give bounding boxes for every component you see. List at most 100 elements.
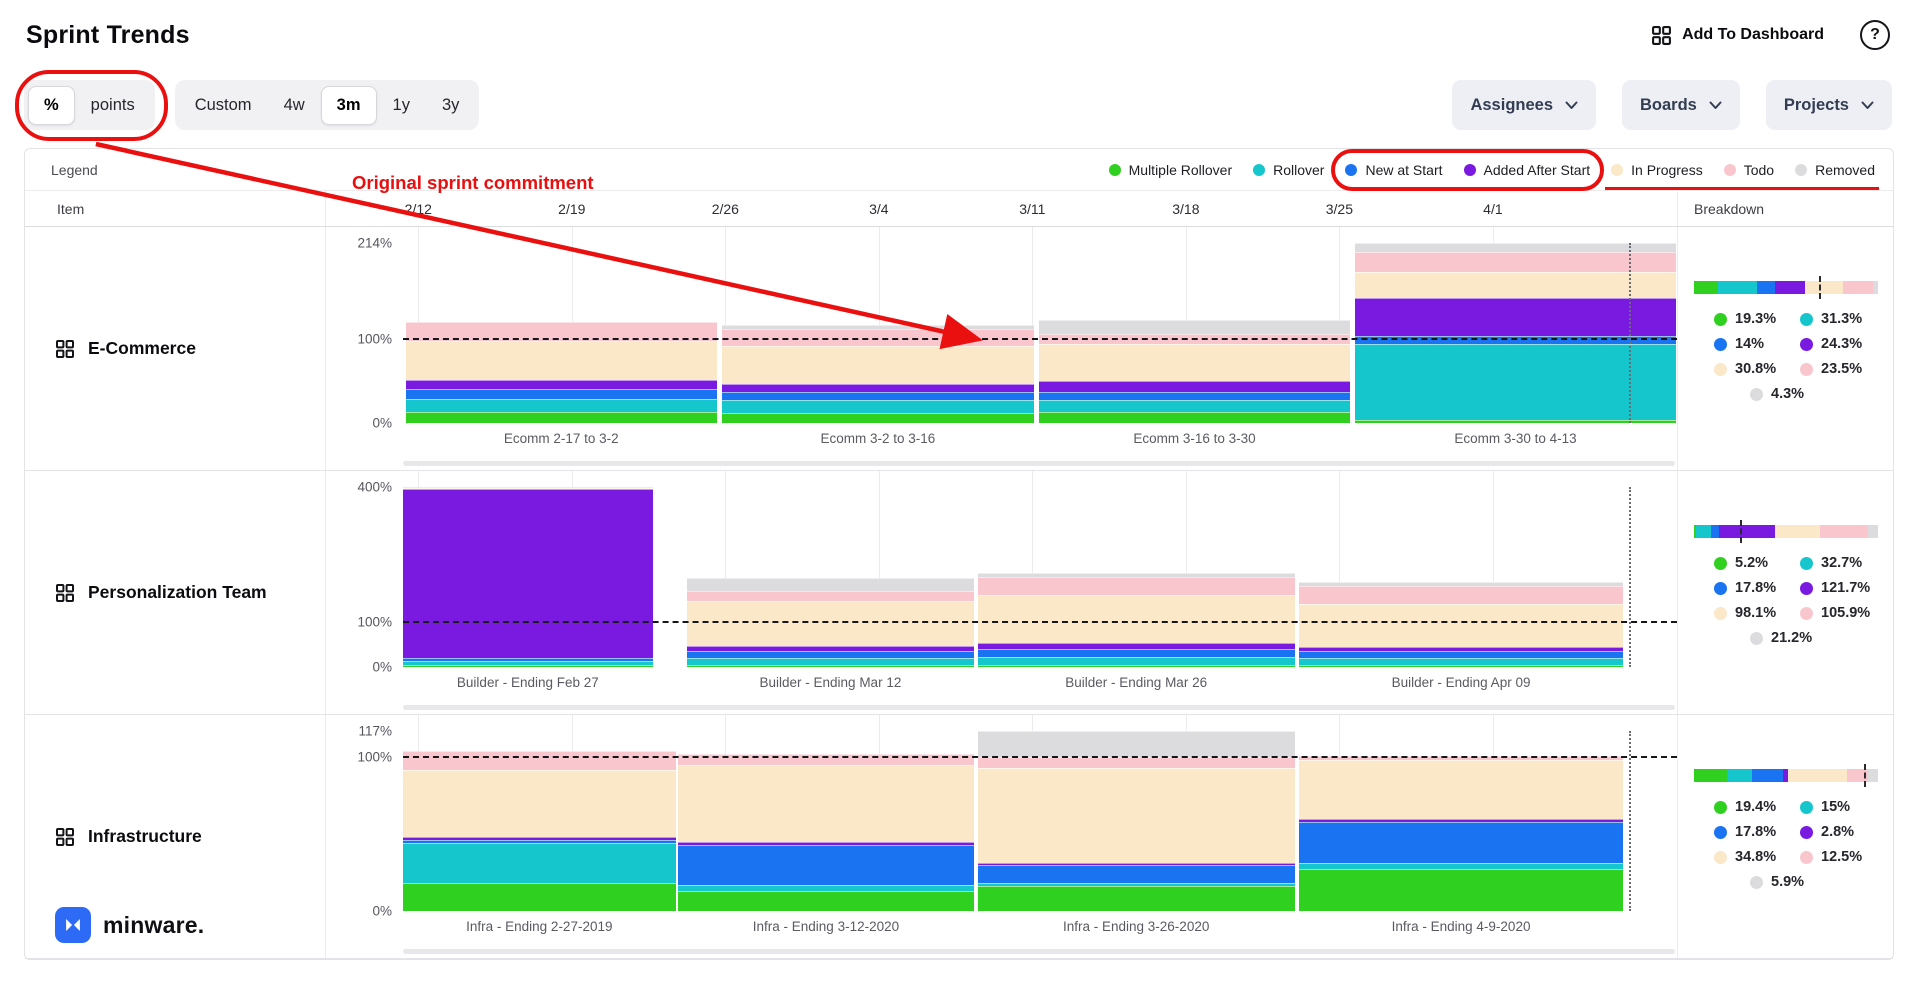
scrollbar-track[interactable] [403, 461, 1675, 466]
bar-segment-in_progress[interactable] [1038, 343, 1351, 381]
legend-item-removed[interactable]: Removed [1795, 162, 1875, 178]
bar-segment-multiple_rollover[interactable] [405, 412, 718, 423]
legend-item-new_at_start[interactable]: New at Start [1345, 162, 1443, 178]
bar-segment-multiple_rollover[interactable] [403, 883, 676, 911]
bar-segment-todo[interactable] [977, 577, 1295, 595]
legend-item-rollover[interactable]: Rollover [1253, 162, 1324, 178]
bar-segment-new_at_start[interactable] [1298, 651, 1624, 658]
bar-segment-added_after_start[interactable] [403, 488, 653, 659]
bar-segment-todo[interactable] [1298, 585, 1624, 604]
bar-segment-rollover[interactable] [1298, 658, 1624, 665]
legend-item-multiple_rollover[interactable]: Multiple Rollover [1108, 162, 1232, 178]
bar-segment-added_after_start[interactable] [678, 841, 974, 845]
bar-segment-removed[interactable] [1298, 581, 1624, 586]
bar-segment-in_progress[interactable] [403, 487, 653, 489]
bar-segment-multiple_rollover[interactable] [687, 665, 974, 667]
bar-segment-new_at_start[interactable] [678, 844, 974, 885]
bar-segment-in_progress[interactable] [1298, 603, 1624, 647]
bar-segment-new_at_start[interactable] [405, 389, 718, 399]
bar-segment-added_after_start[interactable] [687, 646, 974, 651]
bar-segment-multiple_rollover[interactable] [678, 891, 974, 911]
bar-segment-new_at_start[interactable] [722, 391, 1034, 401]
bar-segment-rollover[interactable] [722, 400, 1034, 413]
bar-segment-removed[interactable] [1355, 243, 1676, 253]
scrollbar-track[interactable] [403, 705, 1675, 710]
bar-segment-rollover[interactable] [403, 660, 653, 666]
item-ecommerce[interactable]: E-Commerce [25, 227, 325, 470]
bar-segment-todo[interactable] [977, 757, 1295, 768]
bar-segment-new_at_start[interactable] [403, 658, 653, 661]
bar-segment-removed[interactable] [1038, 320, 1351, 334]
bar-segment-new_at_start[interactable] [1355, 336, 1676, 344]
bar-segment-multiple_rollover[interactable] [1298, 869, 1624, 911]
bar-segment-todo[interactable] [403, 487, 653, 488]
bar-segment-rollover[interactable] [678, 884, 974, 891]
bar-segment-todo[interactable] [687, 590, 974, 602]
bar-segment-added_after_start[interactable] [1298, 646, 1624, 652]
item-infrastructure[interactable]: Infrastructure [25, 715, 325, 958]
range-option-3[interactable]: 1y [377, 86, 426, 125]
range-option-0[interactable]: Custom [179, 86, 268, 125]
add-to-dashboard-button[interactable]: Add To Dashboard [1651, 25, 1824, 46]
legend-item-todo[interactable]: Todo [1723, 162, 1774, 178]
item-personalization-team[interactable]: Personalization Team [25, 471, 325, 714]
bar-segment-rollover[interactable] [1038, 400, 1351, 413]
bar-segment-rollover[interactable] [1298, 863, 1624, 870]
bar-segment-multiple_rollover[interactable] [977, 886, 1295, 911]
bar-segment-removed[interactable] [977, 731, 1295, 758]
bar-segment-added_after_start[interactable] [977, 863, 1295, 865]
bar-segment-new_at_start[interactable] [1038, 391, 1351, 401]
scrollbar-track[interactable] [403, 949, 1675, 954]
bar-segment-todo[interactable] [403, 751, 676, 770]
bar-segment-added_after_start[interactable] [405, 380, 718, 390]
bar-segment-added_after_start[interactable] [1298, 818, 1624, 822]
bar-segment-new_at_start[interactable] [977, 864, 1295, 884]
bar-segment-in_progress[interactable] [678, 764, 974, 842]
help-button[interactable]: ? [1860, 20, 1890, 50]
bar-segment-multiple_rollover[interactable] [1355, 419, 1676, 423]
bar-segment-in_progress[interactable] [1298, 760, 1624, 819]
bar-segment-rollover[interactable] [687, 658, 974, 666]
filter-assignees[interactable]: Assignees [1452, 80, 1597, 130]
bar-segment-multiple_rollover[interactable] [403, 665, 653, 667]
bar-segment-rollover[interactable] [405, 398, 718, 413]
bar-segment-multiple_rollover[interactable] [1298, 664, 1624, 667]
range-option-2[interactable]: 3m [320, 85, 377, 125]
bar-segment-added_after_start[interactable] [722, 384, 1034, 392]
bar-segment-removed[interactable] [687, 578, 974, 591]
bar-segment-in_progress[interactable] [722, 345, 1034, 385]
range-option-4[interactable]: 3y [426, 86, 475, 125]
legend-item-added_after_start[interactable]: Added After Start [1463, 162, 1590, 178]
bar-segment-in_progress[interactable] [1355, 272, 1676, 298]
filter-projects[interactable]: Projects [1765, 80, 1892, 130]
bar-segment-multiple_rollover[interactable] [1038, 412, 1351, 423]
bar-segment-new_at_start[interactable] [1298, 821, 1624, 864]
bar-segment-in_progress[interactable] [977, 594, 1295, 644]
bar-segment-new_at_start[interactable] [687, 650, 974, 659]
breakdown-stat-rollover: 31.3% [1800, 311, 1879, 327]
bar-segment-multiple_rollover[interactable] [722, 412, 1034, 423]
bar-segment-removed[interactable] [977, 572, 1295, 578]
bar-segment-todo[interactable] [678, 754, 974, 765]
bar-segment-new_at_start[interactable] [403, 840, 676, 844]
bar-segment-rollover[interactable] [977, 656, 1295, 665]
bar-segment-added_after_start[interactable] [1038, 380, 1351, 392]
bar-segment-added_after_start[interactable] [1355, 297, 1676, 337]
legend-item-in_progress[interactable]: In Progress [1611, 162, 1703, 178]
unit-option-1[interactable]: points [75, 86, 151, 125]
bar-segment-new_at_start[interactable] [977, 648, 1295, 657]
bar-segment-rollover[interactable] [1355, 343, 1676, 420]
bar-segment-in_progress[interactable] [403, 769, 676, 838]
filter-boards[interactable]: Boards [1622, 80, 1740, 130]
bar-segment-rollover[interactable] [977, 883, 1295, 887]
bar-segment-added_after_start[interactable] [977, 643, 1295, 649]
bar-segment-in_progress[interactable] [977, 767, 1295, 864]
bar-segment-in_progress[interactable] [405, 340, 718, 381]
bar-segment-rollover[interactable] [403, 843, 676, 884]
bar-segment-in_progress[interactable] [687, 601, 974, 647]
bar-segment-added_after_start[interactable] [403, 837, 676, 841]
bar-segment-todo[interactable] [1355, 252, 1676, 273]
unit-option-0[interactable]: % [28, 85, 75, 125]
bar-segment-multiple_rollover[interactable] [977, 664, 1295, 667]
range-option-1[interactable]: 4w [268, 86, 321, 125]
